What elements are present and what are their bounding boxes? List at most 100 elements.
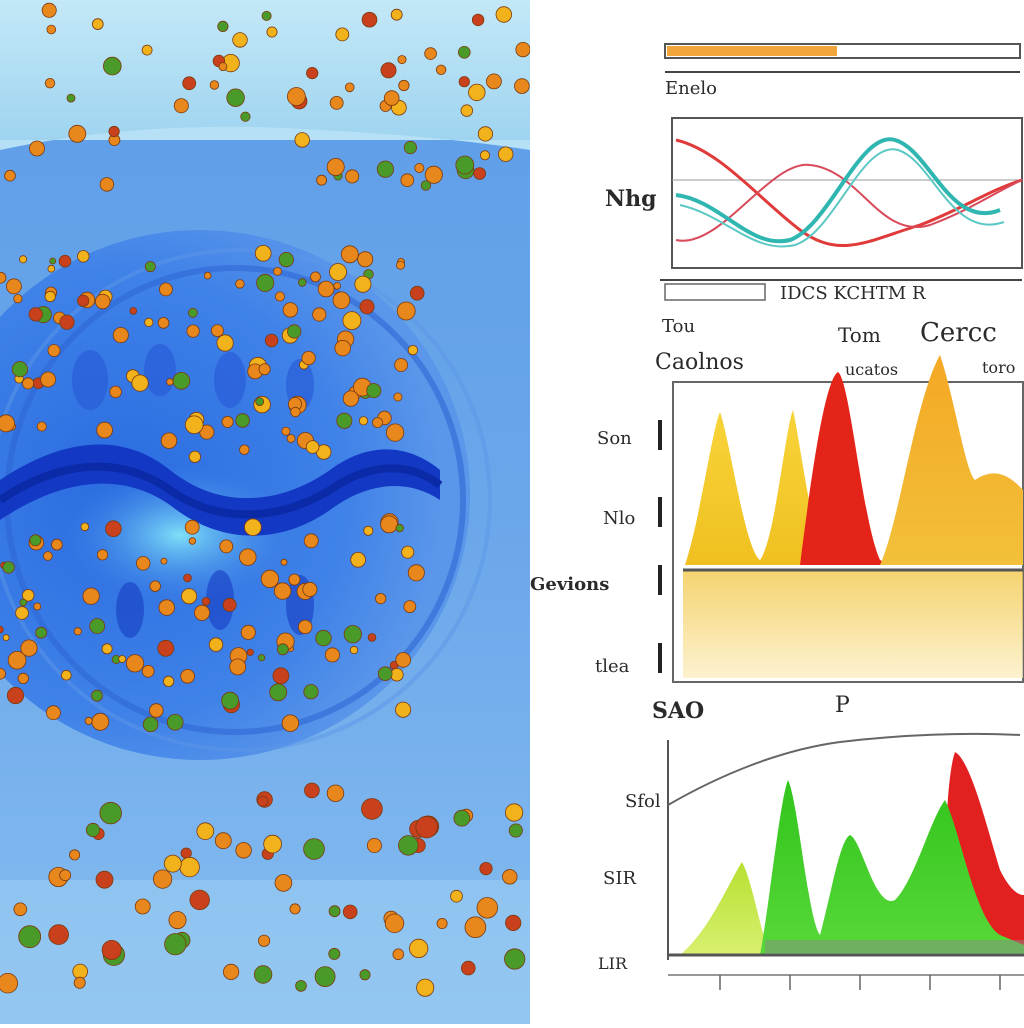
particle <box>345 169 360 184</box>
particle <box>343 625 362 644</box>
particle <box>328 905 341 918</box>
particle <box>273 266 282 276</box>
particle <box>396 301 416 321</box>
particle <box>366 838 382 854</box>
particle <box>424 165 443 184</box>
lower-water <box>0 880 530 1024</box>
particle <box>187 307 198 318</box>
particle <box>329 96 344 110</box>
particle <box>435 64 447 76</box>
middle-label-sub-right: toro <box>982 358 1016 377</box>
particle <box>266 26 278 38</box>
particle <box>216 334 234 352</box>
particle <box>305 440 320 454</box>
particle <box>235 842 252 859</box>
particle <box>141 664 155 678</box>
particle <box>73 976 86 989</box>
particle <box>17 672 29 685</box>
particle <box>69 849 81 861</box>
particle <box>163 854 182 873</box>
particle <box>477 126 493 142</box>
particle <box>85 822 101 838</box>
particle <box>160 432 178 449</box>
particle <box>274 874 293 892</box>
middle-chart <box>658 355 1024 683</box>
particle <box>217 20 229 33</box>
particle <box>334 339 351 357</box>
particle <box>28 307 43 322</box>
particle <box>367 633 377 642</box>
particle <box>184 519 200 535</box>
particle <box>342 390 359 407</box>
particle <box>13 902 28 917</box>
particle <box>223 963 240 981</box>
particle <box>22 589 35 602</box>
particle <box>257 934 271 947</box>
particle <box>397 55 407 65</box>
particle <box>19 598 28 607</box>
particle <box>166 378 174 386</box>
particle <box>354 275 372 293</box>
middle-label-t-right: Cercc <box>920 318 997 348</box>
particle <box>257 654 266 662</box>
particle <box>80 522 90 532</box>
particle <box>18 925 42 949</box>
particle <box>301 350 316 366</box>
particle <box>424 47 437 60</box>
particle <box>15 606 29 620</box>
particle <box>312 307 327 322</box>
particle <box>0 625 4 634</box>
particle <box>135 556 151 571</box>
particle <box>274 291 285 302</box>
particle <box>256 273 275 292</box>
particle <box>485 73 502 90</box>
particle <box>29 534 42 547</box>
particle <box>180 668 195 684</box>
particle <box>332 291 351 310</box>
top-chart <box>660 43 1023 301</box>
particle <box>464 916 487 938</box>
particle <box>317 280 335 298</box>
particle <box>96 549 109 561</box>
bottom-chart-heading-2: P <box>835 693 850 718</box>
particle <box>326 784 345 803</box>
particle <box>336 412 353 429</box>
middle-y-label-1: Son <box>597 428 632 449</box>
blob-fold <box>72 350 108 410</box>
particle <box>158 599 175 616</box>
particle <box>84 716 93 725</box>
particle <box>455 155 475 175</box>
middle-label-t-mid: Tom <box>838 323 881 347</box>
particle <box>59 314 75 330</box>
particle <box>310 271 321 283</box>
particle <box>208 637 224 652</box>
particle <box>260 569 279 589</box>
particle <box>254 245 272 262</box>
particle <box>82 587 100 605</box>
particle <box>468 83 486 102</box>
particle <box>294 132 310 148</box>
bottom-y-label-2: SIR <box>603 868 636 889</box>
particle <box>108 125 120 138</box>
particle <box>163 675 175 688</box>
particle <box>240 624 256 640</box>
particle <box>357 251 374 268</box>
particle <box>395 701 412 718</box>
particle <box>188 450 201 463</box>
particle <box>505 914 522 932</box>
particle <box>47 344 61 357</box>
particle <box>109 385 122 399</box>
yellow-peaks <box>685 410 830 565</box>
particle <box>141 44 153 56</box>
particle <box>46 24 57 35</box>
particle <box>203 271 212 280</box>
middle-chart-heading: Caolnos <box>655 350 744 375</box>
particle <box>326 157 345 176</box>
particle <box>407 564 425 582</box>
particle <box>304 782 320 799</box>
particle <box>416 978 435 997</box>
particle <box>95 870 114 889</box>
top-red-line <box>675 138 1023 247</box>
particle <box>221 691 240 710</box>
top-chart-y-label: Nhg <box>605 186 657 212</box>
